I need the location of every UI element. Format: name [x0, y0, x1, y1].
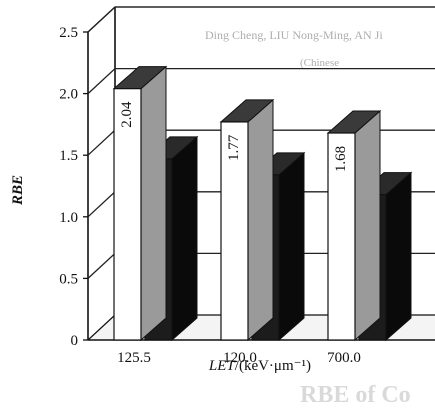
bar: [220, 121, 249, 341]
y-tick-label: 2.0: [59, 87, 78, 103]
y-tick-label: 0: [71, 333, 79, 349]
y-tick-label: 2.5: [59, 25, 78, 41]
gridline: [87, 67, 435, 95]
x-axis-label-var: LET: [208, 358, 235, 374]
floor-left-edge: [87, 314, 116, 341]
y-tick-label: 1.0: [59, 210, 78, 226]
x-tick-label: 700.0: [327, 350, 361, 366]
bar-value-label: 2.04: [119, 101, 135, 128]
bar-side: [385, 171, 412, 342]
bar-side: [140, 65, 167, 342]
y-tick-label: 1.5: [59, 148, 78, 164]
bar-value-label: 1.68: [333, 146, 349, 172]
y-tick-label: 0.5: [59, 271, 78, 287]
bar-side: [247, 98, 274, 342]
bar: [327, 132, 356, 341]
bleed-text-top: Ding Cheng, LIU Nong-Ming, AN Ji: [205, 28, 383, 42]
gridline: [87, 6, 435, 33]
bar-side: [278, 151, 305, 342]
bleed-text-mid: (Chinese: [300, 57, 340, 69]
y-axis-label: RBE: [9, 175, 26, 206]
bleed-text-bottom: RBE of Co: [300, 382, 411, 408]
bar: [113, 88, 142, 341]
bar-side: [354, 109, 381, 342]
bar-side: [171, 135, 198, 342]
x-tick-label: 120.0: [223, 350, 257, 366]
bar-value-label: 1.77: [226, 134, 242, 161]
x-axis-label-unit: /(keV·μm⁻¹): [234, 358, 312, 374]
x-axis-label: LET/(keV·μm⁻¹): [160, 356, 360, 375]
x-tick-label: 125.5: [117, 350, 151, 366]
